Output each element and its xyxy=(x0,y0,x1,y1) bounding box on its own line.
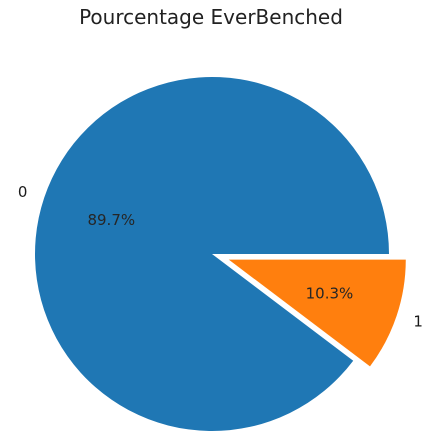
pie-percent-label-1: 10.3% xyxy=(306,284,354,302)
chart-title: Pourcentage EverBenched xyxy=(79,5,343,29)
pie-labels: 89.7% 0 10.3% 1 xyxy=(18,183,423,330)
pie-category-label-1: 1 xyxy=(413,313,423,331)
pie-slice-0 xyxy=(34,77,389,432)
pie-category-label-0: 0 xyxy=(18,183,28,201)
pie-slices xyxy=(34,77,406,432)
pie-slice-1 xyxy=(228,259,406,367)
pie-percent-label-0: 89.7% xyxy=(87,211,135,229)
